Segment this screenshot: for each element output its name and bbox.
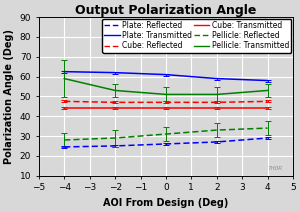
X-axis label: AOI From Design (Deg): AOI From Design (Deg) (103, 198, 229, 208)
Title: Output Polarization Angle: Output Polarization Angle (75, 4, 256, 17)
Y-axis label: Polarization Angle (Deg): Polarization Angle (Deg) (4, 29, 14, 164)
Legend: Plate: Reflected, Plate: Transmitted, Cube: Reflected, Cube: Transmitted, Pellic: Plate: Reflected, Plate: Transmitted, Cu… (102, 19, 291, 53)
Text: THOR: THOR (268, 166, 283, 171)
